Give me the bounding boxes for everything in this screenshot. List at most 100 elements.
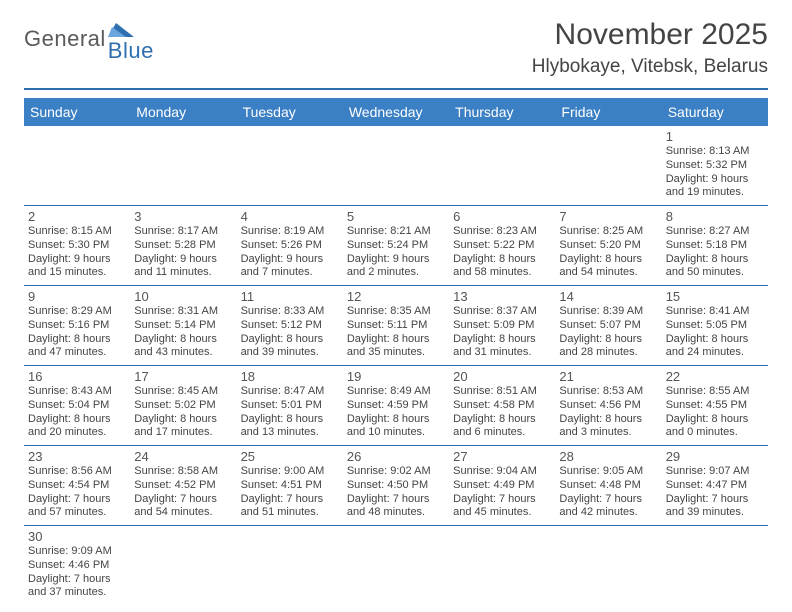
- day-sunrise: Sunrise: 8:58 AM: [134, 465, 232, 479]
- day-sunrise: Sunrise: 8:13 AM: [666, 145, 764, 159]
- calendar-week: 23Sunrise: 8:56 AMSunset: 4:54 PMDayligh…: [24, 446, 768, 526]
- dow-monday: Monday: [130, 98, 236, 126]
- day-sunrise: Sunrise: 8:25 AM: [559, 225, 657, 239]
- day-dl2: and 19 minutes.: [666, 186, 764, 200]
- day-sunrise: Sunrise: 8:33 AM: [241, 305, 339, 319]
- day-number: 20: [453, 369, 551, 384]
- calendar-day: 18Sunrise: 8:47 AMSunset: 5:01 PMDayligh…: [237, 366, 343, 445]
- day-dl2: and 58 minutes.: [453, 266, 551, 280]
- day-sunset: Sunset: 4:49 PM: [453, 479, 551, 493]
- day-dl1: Daylight: 7 hours: [559, 493, 657, 507]
- calendar-day: 20Sunrise: 8:51 AMSunset: 4:58 PMDayligh…: [449, 366, 555, 445]
- header: General Blue November 2025 Hlybokaye, Vi…: [24, 18, 768, 78]
- day-sunset: Sunset: 4:59 PM: [347, 399, 445, 413]
- calendar-day: 5Sunrise: 8:21 AMSunset: 5:24 PMDaylight…: [343, 206, 449, 285]
- day-sunset: Sunset: 5:11 PM: [347, 319, 445, 333]
- calendar-empty-cell: [343, 526, 449, 605]
- day-dl1: Daylight: 8 hours: [453, 413, 551, 427]
- day-dl2: and 39 minutes.: [241, 346, 339, 360]
- day-dl2: and 10 minutes.: [347, 426, 445, 440]
- day-sunrise: Sunrise: 8:35 AM: [347, 305, 445, 319]
- day-dl1: Daylight: 9 hours: [347, 253, 445, 267]
- calendar-day: 4Sunrise: 8:19 AMSunset: 5:26 PMDaylight…: [237, 206, 343, 285]
- day-dl2: and 48 minutes.: [347, 506, 445, 520]
- calendar-day: 19Sunrise: 8:49 AMSunset: 4:59 PMDayligh…: [343, 366, 449, 445]
- calendar-week: 16Sunrise: 8:43 AMSunset: 5:04 PMDayligh…: [24, 366, 768, 446]
- day-dl1: Daylight: 7 hours: [453, 493, 551, 507]
- day-number: 14: [559, 289, 657, 304]
- day-number: 25: [241, 449, 339, 464]
- day-sunrise: Sunrise: 9:09 AM: [28, 545, 126, 559]
- day-number: 4: [241, 209, 339, 224]
- day-number: 2: [28, 209, 126, 224]
- calendar-empty-cell: [237, 126, 343, 205]
- day-sunset: Sunset: 4:56 PM: [559, 399, 657, 413]
- day-dl1: Daylight: 7 hours: [134, 493, 232, 507]
- day-sunrise: Sunrise: 8:51 AM: [453, 385, 551, 399]
- calendar-week: 2Sunrise: 8:15 AMSunset: 5:30 PMDaylight…: [24, 206, 768, 286]
- calendar-day: 28Sunrise: 9:05 AMSunset: 4:48 PMDayligh…: [555, 446, 661, 525]
- title-block: November 2025 Hlybokaye, Vitebsk, Belaru…: [532, 18, 768, 78]
- day-number: 27: [453, 449, 551, 464]
- day-number: 29: [666, 449, 764, 464]
- day-dl2: and 11 minutes.: [134, 266, 232, 280]
- day-number: 23: [28, 449, 126, 464]
- day-dl2: and 13 minutes.: [241, 426, 339, 440]
- day-sunset: Sunset: 5:05 PM: [666, 319, 764, 333]
- calendar-day: 3Sunrise: 8:17 AMSunset: 5:28 PMDaylight…: [130, 206, 236, 285]
- day-sunrise: Sunrise: 9:07 AM: [666, 465, 764, 479]
- calendar-day: 8Sunrise: 8:27 AMSunset: 5:18 PMDaylight…: [662, 206, 768, 285]
- day-sunset: Sunset: 4:52 PM: [134, 479, 232, 493]
- day-sunset: Sunset: 5:22 PM: [453, 239, 551, 253]
- calendar-empty-cell: [662, 526, 768, 605]
- day-dl2: and 3 minutes.: [559, 426, 657, 440]
- calendar-day: 16Sunrise: 8:43 AMSunset: 5:04 PMDayligh…: [24, 366, 130, 445]
- day-sunrise: Sunrise: 8:56 AM: [28, 465, 126, 479]
- calendar-empty-cell: [343, 126, 449, 205]
- calendar-day: 17Sunrise: 8:45 AMSunset: 5:02 PMDayligh…: [130, 366, 236, 445]
- dow-wednesday: Wednesday: [343, 98, 449, 126]
- day-sunset: Sunset: 5:12 PM: [241, 319, 339, 333]
- calendar-empty-cell: [449, 126, 555, 205]
- day-dl1: Daylight: 7 hours: [28, 573, 126, 587]
- day-dl1: Daylight: 8 hours: [134, 413, 232, 427]
- day-sunrise: Sunrise: 8:31 AM: [134, 305, 232, 319]
- calendar: Sunday Monday Tuesday Wednesday Thursday…: [24, 98, 768, 605]
- day-dl2: and 20 minutes.: [28, 426, 126, 440]
- day-sunrise: Sunrise: 9:05 AM: [559, 465, 657, 479]
- day-number: 7: [559, 209, 657, 224]
- calendar-day: 23Sunrise: 8:56 AMSunset: 4:54 PMDayligh…: [24, 446, 130, 525]
- day-number: 1: [666, 129, 764, 144]
- day-number: 17: [134, 369, 232, 384]
- day-number: 9: [28, 289, 126, 304]
- dow-tuesday: Tuesday: [237, 98, 343, 126]
- calendar-day: 7Sunrise: 8:25 AMSunset: 5:20 PMDaylight…: [555, 206, 661, 285]
- day-sunrise: Sunrise: 8:53 AM: [559, 385, 657, 399]
- day-dl2: and 54 minutes.: [134, 506, 232, 520]
- day-sunrise: Sunrise: 8:55 AM: [666, 385, 764, 399]
- day-dl1: Daylight: 8 hours: [453, 253, 551, 267]
- day-number: 16: [28, 369, 126, 384]
- day-sunrise: Sunrise: 8:49 AM: [347, 385, 445, 399]
- calendar-day: 15Sunrise: 8:41 AMSunset: 5:05 PMDayligh…: [662, 286, 768, 365]
- dow-saturday: Saturday: [662, 98, 768, 126]
- day-dl2: and 6 minutes.: [453, 426, 551, 440]
- calendar-day: 14Sunrise: 8:39 AMSunset: 5:07 PMDayligh…: [555, 286, 661, 365]
- day-sunset: Sunset: 5:07 PM: [559, 319, 657, 333]
- day-dl1: Daylight: 8 hours: [666, 333, 764, 347]
- day-sunset: Sunset: 5:16 PM: [28, 319, 126, 333]
- day-dl1: Daylight: 8 hours: [134, 333, 232, 347]
- day-dl1: Daylight: 9 hours: [134, 253, 232, 267]
- day-dl2: and 37 minutes.: [28, 586, 126, 600]
- day-dl1: Daylight: 8 hours: [28, 333, 126, 347]
- day-sunset: Sunset: 4:46 PM: [28, 559, 126, 573]
- day-dl1: Daylight: 7 hours: [347, 493, 445, 507]
- day-number: 11: [241, 289, 339, 304]
- day-sunrise: Sunrise: 8:17 AM: [134, 225, 232, 239]
- day-dl1: Daylight: 8 hours: [28, 413, 126, 427]
- day-dl2: and 47 minutes.: [28, 346, 126, 360]
- day-number: 30: [28, 529, 126, 544]
- day-dl1: Daylight: 8 hours: [559, 333, 657, 347]
- day-dl1: Daylight: 8 hours: [666, 413, 764, 427]
- day-sunset: Sunset: 4:47 PM: [666, 479, 764, 493]
